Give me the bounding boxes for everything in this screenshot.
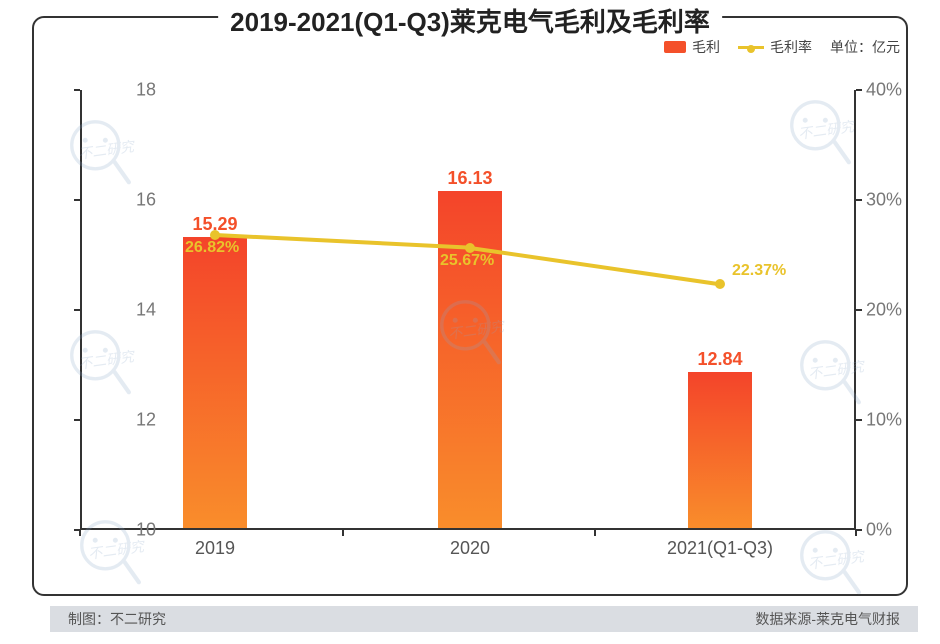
x-category: 2019 [195, 538, 235, 559]
footer-bar: 制图：不二研究 数据来源-莱克电气财报 [50, 606, 918, 632]
line-point [715, 279, 725, 289]
line-value-label: 22.37% [732, 262, 786, 280]
x-category: 2020 [450, 538, 490, 559]
y-left-tick-mark [74, 199, 80, 201]
y-right-tick-mark [856, 419, 862, 421]
y-right-tick-mark [856, 89, 862, 91]
y-left-tick: 12 [96, 410, 156, 431]
legend-row: 毛利 毛利率 单位：亿元 [0, 34, 900, 60]
y-left-tick-mark [74, 309, 80, 311]
x-tick-mark [79, 530, 81, 536]
bar [183, 237, 247, 528]
legend-bar: 毛利 [664, 37, 720, 57]
unit-label: 单位：亿元 [830, 37, 900, 57]
legend-line-label: 毛利率 [770, 37, 812, 57]
legend-bar-label: 毛利 [692, 37, 720, 57]
y-right-tick: 10% [866, 410, 926, 431]
y-right-tick: 30% [866, 190, 926, 211]
x-tick-mark [855, 530, 857, 536]
line-segment [215, 233, 470, 250]
y-left-tick-mark [74, 419, 80, 421]
y-left-tick: 18 [96, 80, 156, 101]
y-right-tick-mark [856, 199, 862, 201]
bar [438, 191, 502, 528]
footer-left: 制图：不二研究 [68, 609, 166, 629]
y-right-tick: 20% [866, 300, 926, 321]
y-right-tick-mark [856, 309, 862, 311]
plot-area: 10121416180%10%20%30%40%201920202021(Q1-… [80, 90, 856, 530]
footer-right: 数据来源-莱克电气财报 [755, 609, 900, 629]
y-left-tick: 14 [96, 300, 156, 321]
bar-value-label: 16.13 [447, 168, 492, 193]
y-left-tick: 10 [96, 520, 156, 541]
line-segment [470, 246, 721, 286]
legend-line-swatch [738, 46, 764, 49]
y-left-tick-mark [74, 89, 80, 91]
x-tick-mark [594, 530, 596, 536]
y-axis-left [80, 90, 82, 530]
line-value-label: 25.67% [440, 252, 494, 270]
x-axis [80, 528, 856, 530]
legend-line: 毛利率 [738, 37, 812, 57]
bar [688, 372, 752, 528]
line-value-label: 26.82% [185, 239, 239, 257]
y-right-tick: 0% [866, 520, 926, 541]
y-left-tick: 16 [96, 190, 156, 211]
legend-bar-swatch [664, 41, 686, 53]
y-right-tick: 40% [866, 80, 926, 101]
bar-value-label: 12.84 [697, 349, 742, 374]
x-category: 2021(Q1-Q3) [667, 538, 773, 559]
x-tick-mark [342, 530, 344, 536]
